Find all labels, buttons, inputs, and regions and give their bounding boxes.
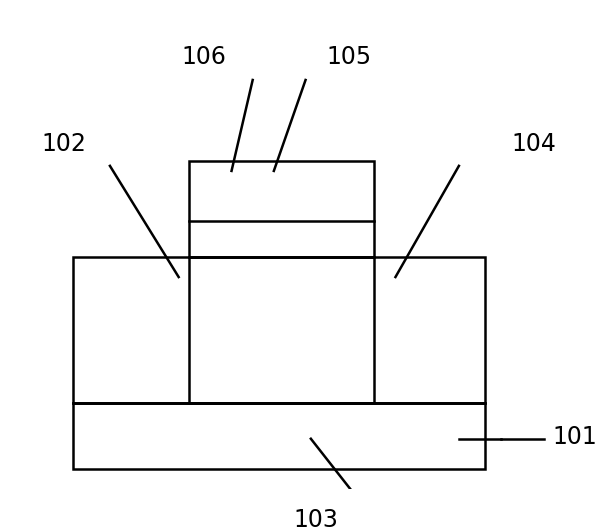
Text: 105: 105 xyxy=(327,45,372,68)
Text: 106: 106 xyxy=(182,45,226,68)
Bar xyxy=(189,161,374,257)
Text: 104: 104 xyxy=(512,132,557,156)
Bar xyxy=(73,404,485,469)
Text: 101: 101 xyxy=(552,425,597,449)
Bar xyxy=(189,257,374,404)
Text: 103: 103 xyxy=(294,508,338,531)
Bar xyxy=(73,257,485,404)
Text: 102: 102 xyxy=(41,132,86,156)
